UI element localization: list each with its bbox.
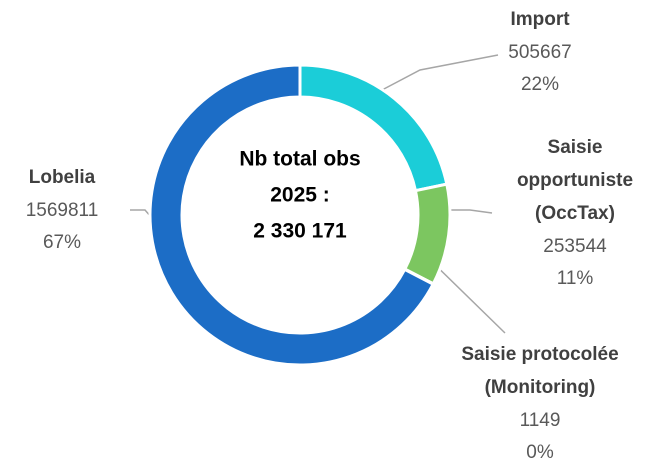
slice-percent: 11% [557,268,594,289]
slice-label: (Monitoring) [485,377,596,398]
slice-percent: 0% [526,442,554,460]
slice [298,63,449,193]
center-label: 2025 : [270,184,330,207]
slice-label: opportuniste [517,170,633,191]
slice-value: 253544 [543,236,607,257]
slice [148,63,436,367]
center-label: 2 330 171 [253,220,347,243]
slice-value: 1149 [520,410,561,431]
slice-label: Saisie [548,137,603,158]
leader-line [381,54,499,91]
slice-value: 505667 [508,42,571,63]
leader-line [446,209,493,214]
slice [402,182,452,286]
slice-label: Saisie protocolée [461,344,618,365]
center-label: Nb total obs [239,148,360,171]
slice-label: (OccTax) [535,203,615,224]
slice-value: 1569811 [26,200,99,221]
slice-percent: 22% [521,74,559,95]
slice-percent: 67% [43,232,81,253]
slice-label: Lobelia [29,167,96,188]
slice-label: Import [510,9,570,30]
